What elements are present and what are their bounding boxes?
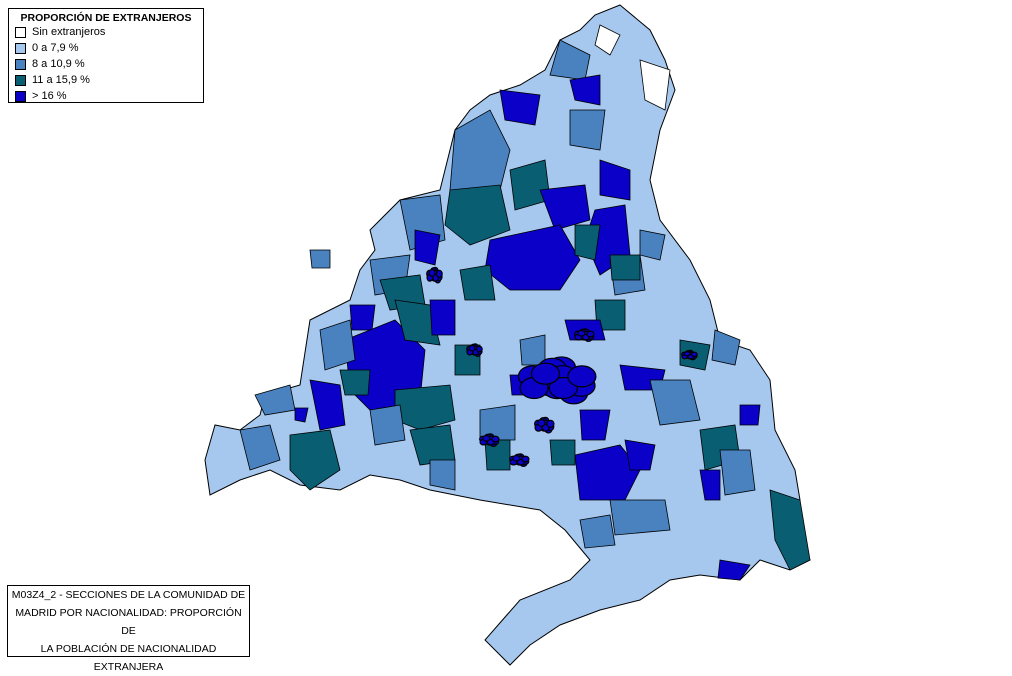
urban-section	[537, 418, 546, 427]
urban-section	[521, 455, 530, 463]
section	[479, 404, 516, 441]
section	[569, 109, 606, 151]
caption-line: EXTRANJERA	[93, 661, 164, 673]
urban-section	[567, 365, 597, 388]
section	[769, 489, 811, 571]
section	[609, 499, 671, 536]
section	[369, 404, 406, 446]
section	[639, 229, 666, 261]
urban-section	[586, 330, 595, 338]
legend-swatch	[15, 58, 26, 70]
urban-section	[482, 434, 491, 442]
section	[429, 459, 456, 491]
legend-swatch	[15, 42, 26, 54]
urban-section	[468, 344, 476, 352]
section	[294, 407, 309, 423]
section	[239, 424, 281, 471]
urban-section	[435, 269, 443, 278]
section	[711, 329, 741, 366]
section	[719, 449, 756, 496]
section	[594, 24, 621, 56]
section	[699, 469, 721, 501]
legend-label: 8 a 10,9 %	[32, 58, 85, 70]
section	[349, 304, 376, 331]
section	[309, 249, 331, 269]
section	[609, 254, 641, 281]
section	[569, 74, 601, 106]
section	[414, 229, 441, 266]
legend-swatch	[15, 26, 26, 38]
section	[499, 89, 541, 126]
legend-item: 11 a 15,9 %	[9, 72, 203, 88]
section	[484, 439, 511, 471]
urban-section	[475, 345, 483, 353]
legend-title: PROPORCIÓN DE EXTRANJEROS	[20, 12, 192, 24]
urban-section	[546, 419, 555, 428]
section	[289, 429, 341, 491]
legend-item: 8 a 10,9 %	[9, 56, 203, 72]
section	[459, 264, 496, 301]
section	[649, 379, 701, 426]
section	[579, 409, 611, 441]
section	[549, 439, 576, 466]
legend: PROPORCIÓN DE EXTRANJEROS Sin extranjero…	[8, 8, 204, 103]
legend-swatch	[15, 74, 26, 86]
legend-swatch	[15, 90, 26, 102]
urban-section	[577, 329, 586, 337]
legend-label: Sin extranjeros	[32, 26, 106, 38]
legend-item: > 16 %	[9, 88, 203, 104]
section	[449, 109, 511, 191]
section	[429, 299, 456, 336]
caption: M03Z4_2 - SECCIONES DE LA COMUNIDAD DE MA…	[7, 585, 250, 673]
urban-section	[530, 362, 561, 385]
caption-line: M03Z4_2 - SECCIONES DE LA COMUNIDAD DE	[11, 589, 246, 601]
section	[574, 224, 601, 261]
urban-section	[683, 351, 691, 357]
section	[309, 379, 346, 431]
section	[444, 184, 511, 246]
section	[339, 369, 371, 396]
legend-label: 0 a 7,9 %	[32, 42, 79, 54]
urban-section	[512, 454, 521, 462]
legend-label: > 16 %	[32, 90, 67, 102]
section	[319, 319, 356, 371]
caption-line: LA POBLACIÓN DE NACIONALIDAD	[40, 643, 217, 655]
caption-line: MADRID POR NACIONALIDAD: PROPORCIÓN DE	[15, 607, 242, 637]
urban-section	[690, 351, 698, 357]
section	[599, 159, 631, 201]
section	[394, 299, 441, 346]
section	[624, 439, 656, 471]
section	[519, 334, 546, 366]
section	[639, 59, 671, 111]
section	[574, 444, 641, 501]
section	[539, 184, 591, 231]
section	[739, 404, 761, 426]
legend-item: 0 a 7,9 %	[9, 40, 203, 56]
urban-section	[428, 268, 436, 277]
legend-item: Sin extranjeros	[9, 24, 203, 40]
legend-label: 11 a 15,9 %	[32, 74, 90, 86]
urban-section	[491, 435, 500, 443]
section	[717, 559, 751, 581]
section	[579, 514, 616, 549]
